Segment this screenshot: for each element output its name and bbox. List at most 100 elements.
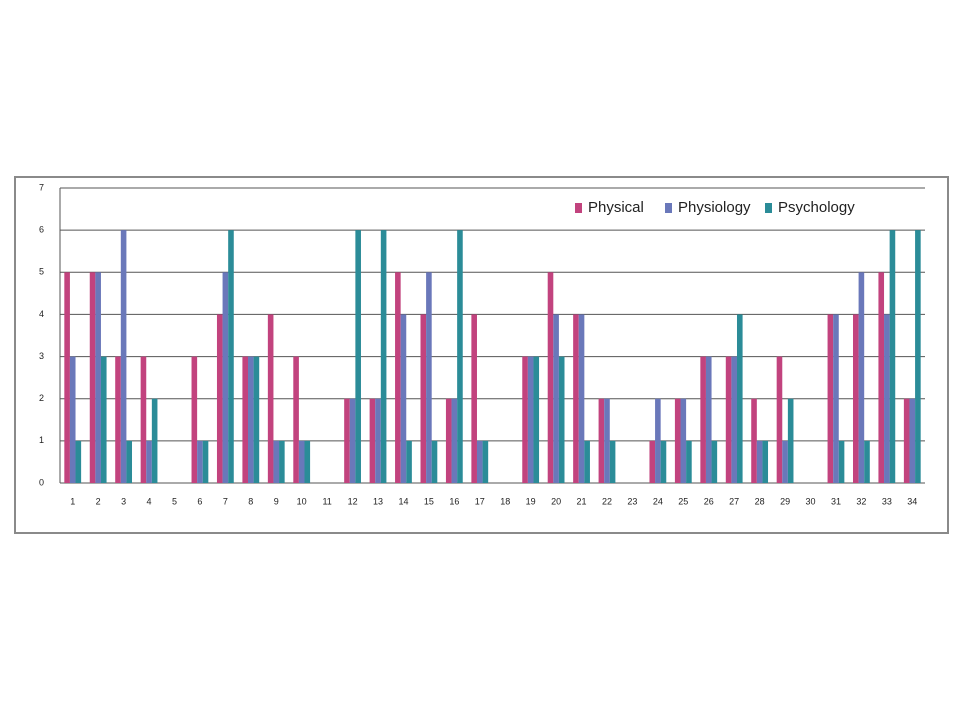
bar — [527, 356, 534, 483]
bar — [426, 272, 432, 483]
bar — [680, 398, 687, 483]
bar — [782, 440, 788, 483]
x-tick-label: 26 — [704, 496, 714, 506]
legend-swatch — [665, 203, 672, 213]
x-tick-label: 2 — [96, 496, 101, 506]
bar — [700, 356, 706, 483]
bar — [476, 440, 483, 483]
x-tick-label: 31 — [831, 496, 841, 506]
bar — [878, 272, 885, 483]
bar — [522, 356, 528, 483]
x-tick-label: 3 — [121, 496, 126, 506]
legend-label: Psychology — [778, 199, 855, 216]
bar — [827, 314, 834, 483]
bar — [380, 230, 387, 483]
y-tick-label: 3 — [39, 351, 44, 361]
bar — [553, 314, 559, 483]
bar — [293, 356, 299, 483]
x-tick-label: 11 — [322, 496, 331, 506]
bar — [558, 356, 565, 483]
bar — [915, 230, 921, 483]
bar — [751, 398, 757, 483]
x-tick-label: 4 — [147, 496, 152, 506]
x-tick-label: 15 — [424, 496, 434, 506]
bar — [573, 314, 579, 483]
bar — [298, 440, 305, 483]
x-tick-label: 7 — [223, 496, 228, 506]
bar — [69, 356, 76, 483]
bar — [609, 440, 616, 483]
bar — [711, 440, 718, 483]
y-tick-label: 6 — [39, 225, 44, 235]
bar — [140, 356, 147, 483]
bar — [375, 398, 381, 483]
x-tick-label: 13 — [373, 496, 383, 506]
legend-label: Physical — [588, 199, 644, 216]
y-tick-label: 0 — [39, 477, 44, 487]
y-tick-label: 5 — [39, 267, 44, 277]
bar — [369, 398, 376, 483]
x-tick-label: 27 — [729, 496, 739, 506]
bar — [248, 356, 254, 483]
x-tick-label: 8 — [248, 496, 253, 506]
bar — [457, 230, 463, 483]
bar — [445, 398, 452, 483]
bar — [705, 356, 712, 483]
bar — [115, 356, 121, 483]
bar — [349, 398, 356, 483]
bar — [884, 314, 890, 483]
bar — [344, 398, 350, 483]
x-tick-label: 1 — [70, 496, 75, 506]
y-tick-label: 7 — [39, 182, 44, 192]
bar — [273, 440, 280, 483]
bar — [64, 272, 70, 483]
bar — [864, 440, 870, 483]
bar — [584, 440, 590, 483]
x-tick-label: 29 — [780, 496, 790, 506]
y-tick-label: 1 — [39, 435, 44, 445]
x-tick-label: 21 — [577, 496, 587, 506]
x-tick-label: 28 — [755, 496, 765, 506]
bar — [649, 440, 656, 483]
x-tick-label: 19 — [526, 496, 536, 506]
bar — [242, 356, 249, 483]
x-tick-label: 25 — [678, 496, 688, 506]
bar — [852, 314, 859, 483]
bar — [355, 230, 361, 483]
bar — [725, 356, 732, 483]
bar — [787, 398, 794, 483]
bar — [216, 314, 223, 483]
x-tick-label: 16 — [449, 496, 459, 506]
bar — [762, 440, 769, 483]
bar — [598, 398, 605, 483]
bar — [120, 230, 127, 483]
bar — [578, 314, 585, 483]
bar — [89, 272, 96, 483]
bar — [451, 398, 458, 483]
bar — [420, 314, 427, 483]
bar — [267, 314, 274, 483]
x-tick-label: 6 — [197, 496, 202, 506]
bar — [126, 440, 133, 483]
bar — [686, 440, 692, 483]
bar — [731, 356, 737, 483]
bar — [100, 356, 107, 483]
legend-label: Physiology — [678, 199, 751, 216]
x-tick-label: 14 — [398, 496, 408, 506]
bar — [909, 398, 916, 483]
bar — [838, 440, 845, 483]
bar — [151, 398, 158, 483]
x-tick-label: 22 — [602, 496, 612, 506]
bar — [95, 272, 101, 483]
bar — [304, 440, 311, 483]
legend-swatch — [575, 203, 582, 213]
x-tick-label: 5 — [172, 496, 177, 506]
bar — [858, 272, 865, 483]
bar — [655, 398, 661, 483]
bar — [75, 440, 82, 483]
bar — [533, 356, 540, 483]
x-tick-label: 17 — [475, 496, 485, 506]
bar — [674, 398, 681, 483]
